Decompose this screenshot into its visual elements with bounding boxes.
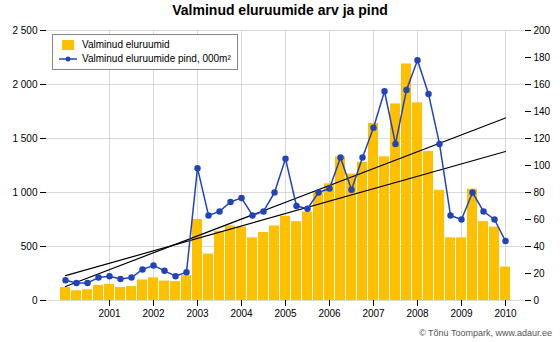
- html-text:Valminud eluruumid: Valminud eluruumid: [82, 39, 170, 50]
- html-text:© Tõnu Toompark, www.adaur.ee: © Tõnu Toompark, www.adaur.ee: [419, 328, 552, 338]
- svg-text:2003: 2003: [186, 308, 209, 319]
- svg-text:20: 20: [534, 268, 546, 279]
- svg-text:200: 200: [534, 25, 551, 36]
- svg-text:100: 100: [534, 160, 551, 171]
- svg-text:2005: 2005: [274, 308, 297, 319]
- svg-text:2 500: 2 500: [12, 25, 37, 36]
- svg-text:0: 0: [534, 295, 540, 306]
- svg-text:80: 80: [534, 187, 546, 198]
- svg-text:2009: 2009: [450, 308, 473, 319]
- svg-text:2006: 2006: [318, 308, 341, 319]
- svg-text:2002: 2002: [142, 308, 165, 319]
- html-text:Valminud eluruumide pind, 000m: Valminud eluruumide pind, 000m²: [82, 53, 231, 64]
- svg-text:40: 40: [534, 241, 546, 252]
- svg-text:0: 0: [32, 295, 38, 306]
- svg-text:160: 160: [534, 79, 551, 90]
- svg-text:2 000: 2 000: [12, 79, 37, 90]
- svg-text:140: 140: [534, 106, 551, 117]
- svg-text:1 500: 1 500: [12, 133, 37, 144]
- svg-text:60: 60: [534, 214, 546, 225]
- svg-text:1 000: 1 000: [12, 187, 37, 198]
- svg-text:2001: 2001: [98, 308, 121, 319]
- svg-text:2010: 2010: [494, 308, 517, 319]
- svg-text:120: 120: [534, 133, 551, 144]
- html-text:Valminud eluruumide arv ja pin: Valminud eluruumide arv ja pind: [172, 2, 388, 18]
- svg-text:500: 500: [21, 241, 38, 252]
- svg-text:180: 180: [534, 52, 551, 63]
- svg-text:2007: 2007: [362, 308, 385, 319]
- svg-text:2004: 2004: [230, 308, 253, 319]
- svg-text:2008: 2008: [406, 308, 429, 319]
